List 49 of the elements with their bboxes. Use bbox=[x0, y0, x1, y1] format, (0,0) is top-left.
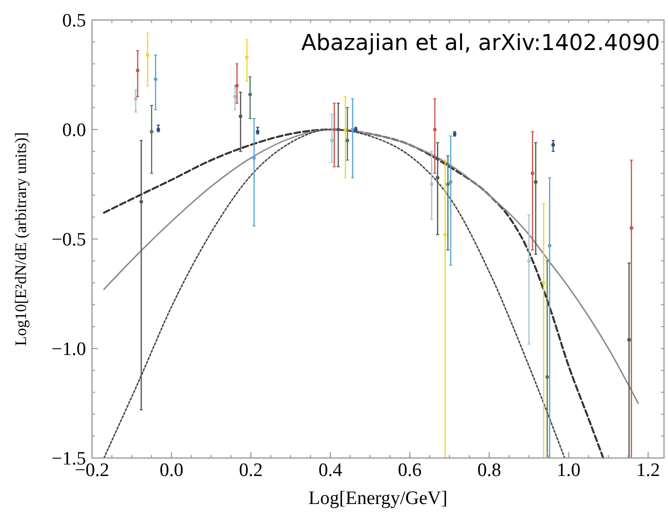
x-tick-label: 0.0 bbox=[160, 460, 184, 481]
x-tick-label: 0.8 bbox=[477, 460, 502, 481]
point bbox=[256, 130, 260, 134]
y-tick-label: −0.5 bbox=[52, 230, 86, 251]
point bbox=[530, 172, 534, 176]
point bbox=[330, 138, 334, 142]
point bbox=[154, 77, 158, 81]
point bbox=[252, 156, 256, 160]
x-tick-label: 0.2 bbox=[239, 460, 263, 481]
point bbox=[433, 128, 437, 132]
point bbox=[548, 244, 552, 248]
point bbox=[245, 55, 249, 60]
y-tick-label: 0.0 bbox=[62, 120, 86, 142]
point bbox=[332, 128, 336, 132]
x-tick-label: 0.6 bbox=[398, 460, 422, 481]
point bbox=[134, 97, 138, 101]
point bbox=[448, 180, 452, 184]
point bbox=[248, 92, 252, 96]
point bbox=[630, 226, 634, 230]
point bbox=[443, 232, 447, 236]
x-tick-label: 0.4 bbox=[318, 460, 343, 481]
point bbox=[344, 128, 348, 132]
point bbox=[551, 143, 555, 147]
point bbox=[436, 176, 440, 180]
y-tick-label: −1.0 bbox=[52, 339, 86, 360]
point bbox=[534, 180, 538, 184]
point bbox=[146, 53, 150, 57]
point bbox=[150, 130, 154, 134]
point bbox=[139, 200, 144, 204]
point bbox=[346, 138, 350, 142]
point bbox=[136, 68, 140, 72]
point bbox=[156, 128, 160, 132]
y-axis-title: Log10[E²dN/dE (arbitrary units)] bbox=[13, 132, 30, 346]
x-tick-label: 1.0 bbox=[556, 460, 581, 481]
point bbox=[238, 114, 242, 118]
point bbox=[336, 128, 340, 132]
point bbox=[545, 375, 550, 379]
point bbox=[527, 259, 531, 263]
x-tick-label: 1.2 bbox=[636, 460, 660, 481]
point bbox=[350, 128, 354, 132]
y-tick-label: 0.5 bbox=[62, 10, 86, 32]
line-series bbox=[103, 128, 639, 404]
point bbox=[542, 281, 546, 285]
point bbox=[446, 182, 450, 186]
x-axis-title: Log[Energy/GeV] bbox=[308, 488, 448, 509]
point bbox=[233, 94, 237, 98]
point bbox=[430, 182, 434, 186]
annotation: Abazajian et al, arXiv:1402.4090 bbox=[301, 31, 660, 56]
point bbox=[627, 338, 631, 342]
